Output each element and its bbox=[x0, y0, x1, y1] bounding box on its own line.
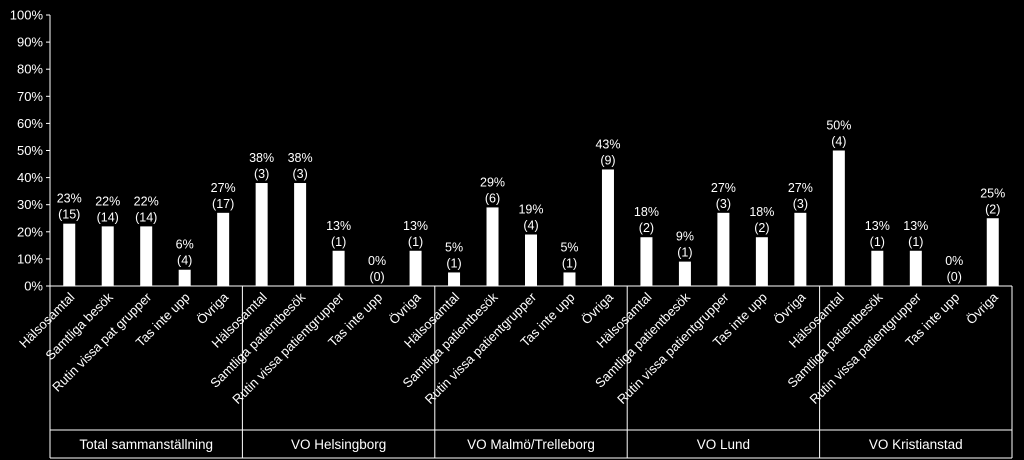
data-label-percent: 13% bbox=[865, 219, 890, 233]
data-label-count: (2) bbox=[985, 202, 1000, 216]
group-label: VO Malmö/Trelleborg bbox=[467, 437, 595, 452]
y-tick-label: 60% bbox=[17, 116, 43, 131]
y-tick-label: 70% bbox=[17, 89, 43, 104]
data-label-count: (15) bbox=[58, 208, 80, 222]
data-label-count: (1) bbox=[908, 235, 923, 249]
data-label-count: (1) bbox=[870, 235, 885, 249]
bar bbox=[986, 218, 999, 286]
y-tick-label: 90% bbox=[17, 35, 43, 50]
data-label-percent: 27% bbox=[788, 181, 813, 195]
bar bbox=[448, 272, 461, 286]
data-label-percent: 18% bbox=[749, 205, 774, 219]
data-label-count: (14) bbox=[135, 210, 157, 224]
bar bbox=[486, 207, 499, 286]
data-label-percent: 38% bbox=[288, 151, 313, 165]
bar bbox=[409, 250, 422, 286]
data-label-percent: 5% bbox=[445, 240, 463, 254]
data-label-percent: 13% bbox=[903, 219, 928, 233]
y-tick-label: 40% bbox=[17, 170, 43, 185]
y-tick-label: 100% bbox=[10, 8, 44, 23]
data-label-count: (2) bbox=[639, 221, 654, 235]
group-label: VO Helsingborg bbox=[291, 437, 386, 452]
data-label-count: (2) bbox=[754, 221, 769, 235]
bar bbox=[140, 226, 153, 286]
data-label-count: (6) bbox=[485, 191, 500, 205]
data-label-count: (4) bbox=[177, 254, 192, 268]
data-label-count: (0) bbox=[947, 270, 962, 284]
y-tick-label: 80% bbox=[17, 62, 43, 77]
data-label-percent: 0% bbox=[945, 254, 963, 268]
data-label-count: (3) bbox=[793, 197, 808, 211]
data-label-count: (1) bbox=[446, 256, 461, 270]
bar bbox=[294, 183, 307, 286]
y-tick-label: 0% bbox=[24, 279, 43, 294]
bar bbox=[640, 237, 653, 286]
group-label: Total sammanställning bbox=[79, 437, 213, 452]
data-label-count: (1) bbox=[677, 246, 692, 260]
x-tick-label: Övriga bbox=[963, 289, 1001, 327]
data-label-count: (1) bbox=[408, 235, 423, 249]
group-label: VO Kristianstad bbox=[869, 437, 963, 452]
bar bbox=[871, 250, 884, 286]
bar bbox=[909, 250, 922, 286]
data-label-percent: 38% bbox=[249, 151, 274, 165]
bar bbox=[178, 269, 191, 286]
y-tick-label: 30% bbox=[17, 197, 43, 212]
data-label-percent: 27% bbox=[711, 181, 736, 195]
bar bbox=[601, 169, 614, 286]
data-label-percent: 22% bbox=[134, 194, 159, 208]
data-label-percent: 19% bbox=[518, 203, 543, 217]
data-label-count: (3) bbox=[716, 197, 731, 211]
data-label-count: (0) bbox=[369, 270, 384, 284]
data-label-percent: 5% bbox=[560, 240, 578, 254]
data-label-percent: 23% bbox=[57, 192, 82, 206]
bar bbox=[678, 261, 691, 286]
data-label-count: (1) bbox=[331, 235, 346, 249]
data-label-percent: 25% bbox=[980, 186, 1005, 200]
data-label-percent: 18% bbox=[634, 205, 659, 219]
data-label-percent: 27% bbox=[211, 181, 236, 195]
data-label-count: (17) bbox=[212, 197, 234, 211]
bar bbox=[525, 234, 537, 286]
bar bbox=[217, 212, 230, 286]
group-label: VO Lund bbox=[697, 437, 750, 452]
data-label-count: (4) bbox=[523, 219, 538, 233]
bar bbox=[563, 272, 576, 286]
y-tick-label: 20% bbox=[17, 224, 43, 239]
bar bbox=[332, 250, 345, 286]
data-label-percent: 29% bbox=[480, 175, 505, 189]
data-label-percent: 0% bbox=[368, 254, 386, 268]
bar bbox=[794, 212, 807, 286]
y-tick-label: 10% bbox=[17, 251, 43, 266]
data-label-count: (4) bbox=[831, 135, 846, 149]
data-label-count: (1) bbox=[562, 256, 577, 270]
data-label-percent: 13% bbox=[326, 219, 351, 233]
data-label-percent: 6% bbox=[176, 238, 194, 252]
bar bbox=[755, 237, 768, 286]
bar bbox=[255, 183, 268, 286]
y-tick-label: 50% bbox=[17, 143, 43, 158]
x-tick-label: Samtliga besök bbox=[42, 289, 116, 363]
data-label-count: (14) bbox=[97, 210, 119, 224]
bar bbox=[832, 150, 845, 286]
data-label-percent: 50% bbox=[826, 119, 851, 133]
bar bbox=[101, 226, 114, 286]
data-label-percent: 43% bbox=[595, 137, 620, 151]
data-label-count: (3) bbox=[292, 167, 307, 181]
data-label-percent: 22% bbox=[95, 194, 120, 208]
data-label-count: (9) bbox=[600, 153, 615, 167]
bar bbox=[717, 212, 730, 286]
data-label-percent: 13% bbox=[403, 219, 428, 233]
bar bbox=[63, 223, 76, 286]
data-label-percent: 9% bbox=[676, 230, 694, 244]
data-label-count: (3) bbox=[254, 167, 269, 181]
